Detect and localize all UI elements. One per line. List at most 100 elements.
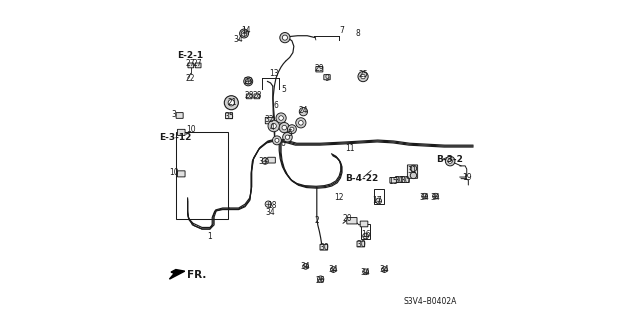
Text: 2: 2 bbox=[314, 216, 319, 225]
Text: 30: 30 bbox=[319, 243, 329, 252]
Circle shape bbox=[265, 201, 271, 207]
Circle shape bbox=[300, 108, 308, 116]
Text: 28: 28 bbox=[244, 91, 254, 100]
FancyBboxPatch shape bbox=[396, 177, 403, 182]
Text: 24: 24 bbox=[299, 106, 308, 115]
Text: 34: 34 bbox=[301, 262, 310, 271]
Text: 17: 17 bbox=[372, 197, 382, 205]
FancyBboxPatch shape bbox=[320, 244, 328, 250]
FancyBboxPatch shape bbox=[225, 113, 232, 119]
Text: 13: 13 bbox=[269, 69, 278, 78]
Polygon shape bbox=[170, 270, 185, 279]
Circle shape bbox=[410, 172, 417, 179]
Text: 4: 4 bbox=[269, 123, 275, 132]
Circle shape bbox=[224, 96, 238, 110]
Text: 21: 21 bbox=[228, 98, 237, 107]
Text: 27: 27 bbox=[193, 59, 202, 68]
FancyBboxPatch shape bbox=[188, 63, 194, 68]
Circle shape bbox=[363, 269, 369, 275]
FancyBboxPatch shape bbox=[360, 221, 368, 227]
Circle shape bbox=[317, 276, 324, 282]
Circle shape bbox=[279, 116, 284, 120]
Text: 33: 33 bbox=[259, 157, 268, 166]
Text: 23: 23 bbox=[243, 77, 253, 86]
Text: 34: 34 bbox=[266, 208, 275, 217]
Text: 35: 35 bbox=[224, 112, 234, 121]
FancyBboxPatch shape bbox=[402, 177, 410, 182]
Circle shape bbox=[268, 120, 280, 132]
Circle shape bbox=[285, 135, 290, 139]
Text: 32: 32 bbox=[265, 115, 275, 124]
FancyBboxPatch shape bbox=[254, 94, 260, 99]
Text: 5: 5 bbox=[281, 85, 285, 94]
Circle shape bbox=[330, 267, 336, 272]
FancyBboxPatch shape bbox=[266, 117, 274, 124]
Text: 27: 27 bbox=[186, 59, 196, 68]
Circle shape bbox=[287, 125, 296, 134]
FancyBboxPatch shape bbox=[390, 177, 397, 183]
Text: 11: 11 bbox=[346, 144, 355, 153]
FancyBboxPatch shape bbox=[324, 75, 330, 80]
Text: 3: 3 bbox=[172, 110, 177, 119]
Text: S3V4–B0402A: S3V4–B0402A bbox=[403, 297, 457, 306]
Text: 6: 6 bbox=[281, 139, 285, 148]
Text: 25: 25 bbox=[358, 70, 368, 79]
Text: 34: 34 bbox=[361, 268, 371, 277]
Circle shape bbox=[282, 35, 287, 40]
Circle shape bbox=[422, 193, 428, 199]
Text: E-3-12: E-3-12 bbox=[159, 133, 192, 142]
Text: 31: 31 bbox=[408, 166, 417, 175]
Text: 29: 29 bbox=[314, 64, 324, 73]
Text: 8: 8 bbox=[355, 29, 360, 38]
Text: 30: 30 bbox=[394, 176, 404, 185]
Text: FR.: FR. bbox=[187, 270, 206, 280]
Circle shape bbox=[241, 31, 247, 36]
FancyBboxPatch shape bbox=[408, 165, 418, 178]
Circle shape bbox=[280, 33, 290, 43]
Text: 6: 6 bbox=[273, 101, 278, 110]
FancyBboxPatch shape bbox=[347, 218, 357, 224]
Circle shape bbox=[448, 159, 452, 163]
FancyBboxPatch shape bbox=[246, 94, 252, 99]
Text: 5: 5 bbox=[287, 130, 292, 138]
Text: 1: 1 bbox=[207, 232, 212, 241]
Circle shape bbox=[410, 165, 417, 172]
Circle shape bbox=[245, 78, 251, 84]
FancyBboxPatch shape bbox=[316, 67, 323, 72]
Text: 10: 10 bbox=[169, 168, 179, 177]
Circle shape bbox=[262, 158, 268, 164]
Circle shape bbox=[239, 29, 248, 38]
Circle shape bbox=[279, 122, 289, 133]
Text: 14: 14 bbox=[241, 26, 251, 35]
FancyBboxPatch shape bbox=[176, 113, 183, 118]
FancyBboxPatch shape bbox=[195, 63, 201, 68]
Text: 20: 20 bbox=[342, 214, 352, 223]
Circle shape bbox=[276, 113, 286, 123]
Text: 19: 19 bbox=[462, 173, 472, 182]
Bar bbox=[176, 132, 228, 219]
Bar bbox=[374, 189, 384, 204]
Text: 34: 34 bbox=[420, 193, 429, 202]
Text: 34: 34 bbox=[234, 35, 244, 44]
Circle shape bbox=[273, 136, 282, 145]
Text: 9: 9 bbox=[324, 74, 330, 83]
Circle shape bbox=[381, 267, 387, 272]
Circle shape bbox=[376, 198, 381, 204]
FancyBboxPatch shape bbox=[357, 241, 365, 247]
Circle shape bbox=[271, 123, 276, 129]
Circle shape bbox=[282, 125, 287, 130]
Text: 22: 22 bbox=[185, 74, 195, 83]
Text: 12: 12 bbox=[334, 193, 344, 202]
Circle shape bbox=[358, 71, 368, 82]
Circle shape bbox=[290, 127, 294, 131]
Text: 34: 34 bbox=[380, 265, 389, 274]
FancyBboxPatch shape bbox=[177, 130, 185, 136]
Text: 30: 30 bbox=[401, 176, 410, 185]
Circle shape bbox=[363, 233, 369, 239]
Text: 34: 34 bbox=[328, 265, 339, 274]
Bar bbox=[361, 224, 371, 239]
Circle shape bbox=[299, 121, 303, 125]
Text: B-3-2: B-3-2 bbox=[436, 155, 463, 164]
Circle shape bbox=[296, 118, 306, 128]
Text: 10: 10 bbox=[186, 125, 196, 134]
